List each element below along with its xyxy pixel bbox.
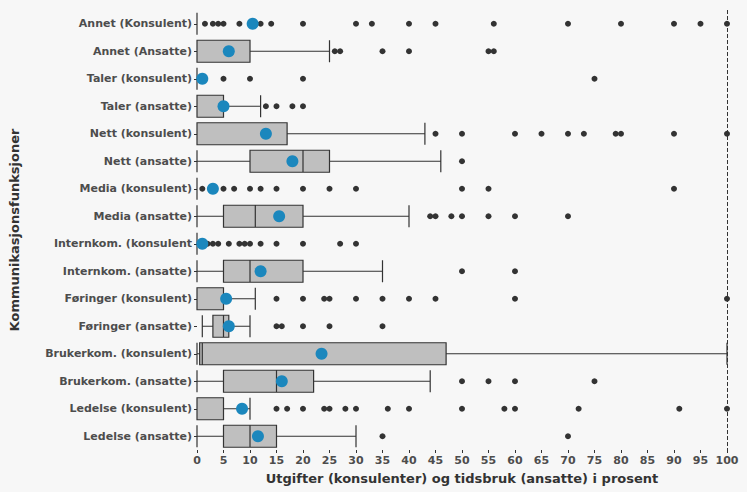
svg-text:15: 15 — [269, 454, 284, 467]
svg-text:70: 70 — [560, 454, 576, 467]
svg-text:95: 95 — [693, 454, 708, 467]
svg-text:Nett (konsulent): Nett (konsulent) — [90, 127, 192, 140]
svg-text:60: 60 — [507, 454, 523, 467]
svg-text:45: 45 — [428, 454, 443, 467]
svg-text:75: 75 — [587, 454, 602, 467]
svg-text:Media (konsulent): Media (konsulent) — [80, 182, 192, 195]
svg-text:Annet (Konsulent): Annet (Konsulent) — [79, 17, 192, 30]
svg-text:0: 0 — [193, 454, 201, 467]
svg-text:Brukerkom. (ansatte): Brukerkom. (ansatte) — [59, 375, 192, 388]
svg-text:Internkom. (konsulent: Internkom. (konsulent — [54, 237, 192, 250]
svg-text:Ledelse (konsulent): Ledelse (konsulent) — [69, 402, 192, 415]
svg-text:Føringer (ansatte): Føringer (ansatte) — [79, 320, 193, 333]
svg-text:5: 5 — [220, 454, 228, 467]
svg-text:85: 85 — [640, 454, 655, 467]
svg-text:10: 10 — [242, 454, 258, 467]
svg-text:Nett (ansatte): Nett (ansatte) — [104, 155, 192, 168]
svg-text:Føringer (konsulent): Føringer (konsulent) — [65, 292, 192, 305]
svg-text:100: 100 — [716, 454, 739, 467]
svg-text:Taler (ansatte): Taler (ansatte) — [101, 100, 192, 113]
svg-text:Utgifter (konsulenter) og tids: Utgifter (konsulenter) og tidsbruk (ansa… — [266, 471, 658, 486]
svg-text:40: 40 — [401, 454, 417, 467]
svg-text:35: 35 — [375, 454, 390, 467]
svg-text:Annet (Ansatte): Annet (Ansatte) — [93, 45, 192, 58]
svg-text:Internkom. (ansatte): Internkom. (ansatte) — [63, 265, 192, 278]
svg-text:Kommunikasjonsfunksjoner: Kommunikasjonsfunksjoner — [7, 128, 22, 331]
svg-text:80: 80 — [613, 454, 629, 467]
svg-text:Media (ansatte): Media (ansatte) — [93, 210, 192, 223]
svg-text:Ledelse (ansatte): Ledelse (ansatte) — [83, 430, 192, 443]
svg-text:65: 65 — [534, 454, 549, 467]
svg-text:55: 55 — [481, 454, 496, 467]
svg-text:Taler (konsulent): Taler (konsulent) — [87, 72, 192, 85]
svg-text:90: 90 — [666, 454, 682, 467]
svg-text:30: 30 — [348, 454, 364, 467]
svg-text:Brukerkom. (konsulent): Brukerkom. (konsulent) — [45, 347, 192, 360]
svg-text:25: 25 — [322, 454, 337, 467]
svg-text:50: 50 — [454, 454, 470, 467]
svg-text:20: 20 — [295, 454, 311, 467]
